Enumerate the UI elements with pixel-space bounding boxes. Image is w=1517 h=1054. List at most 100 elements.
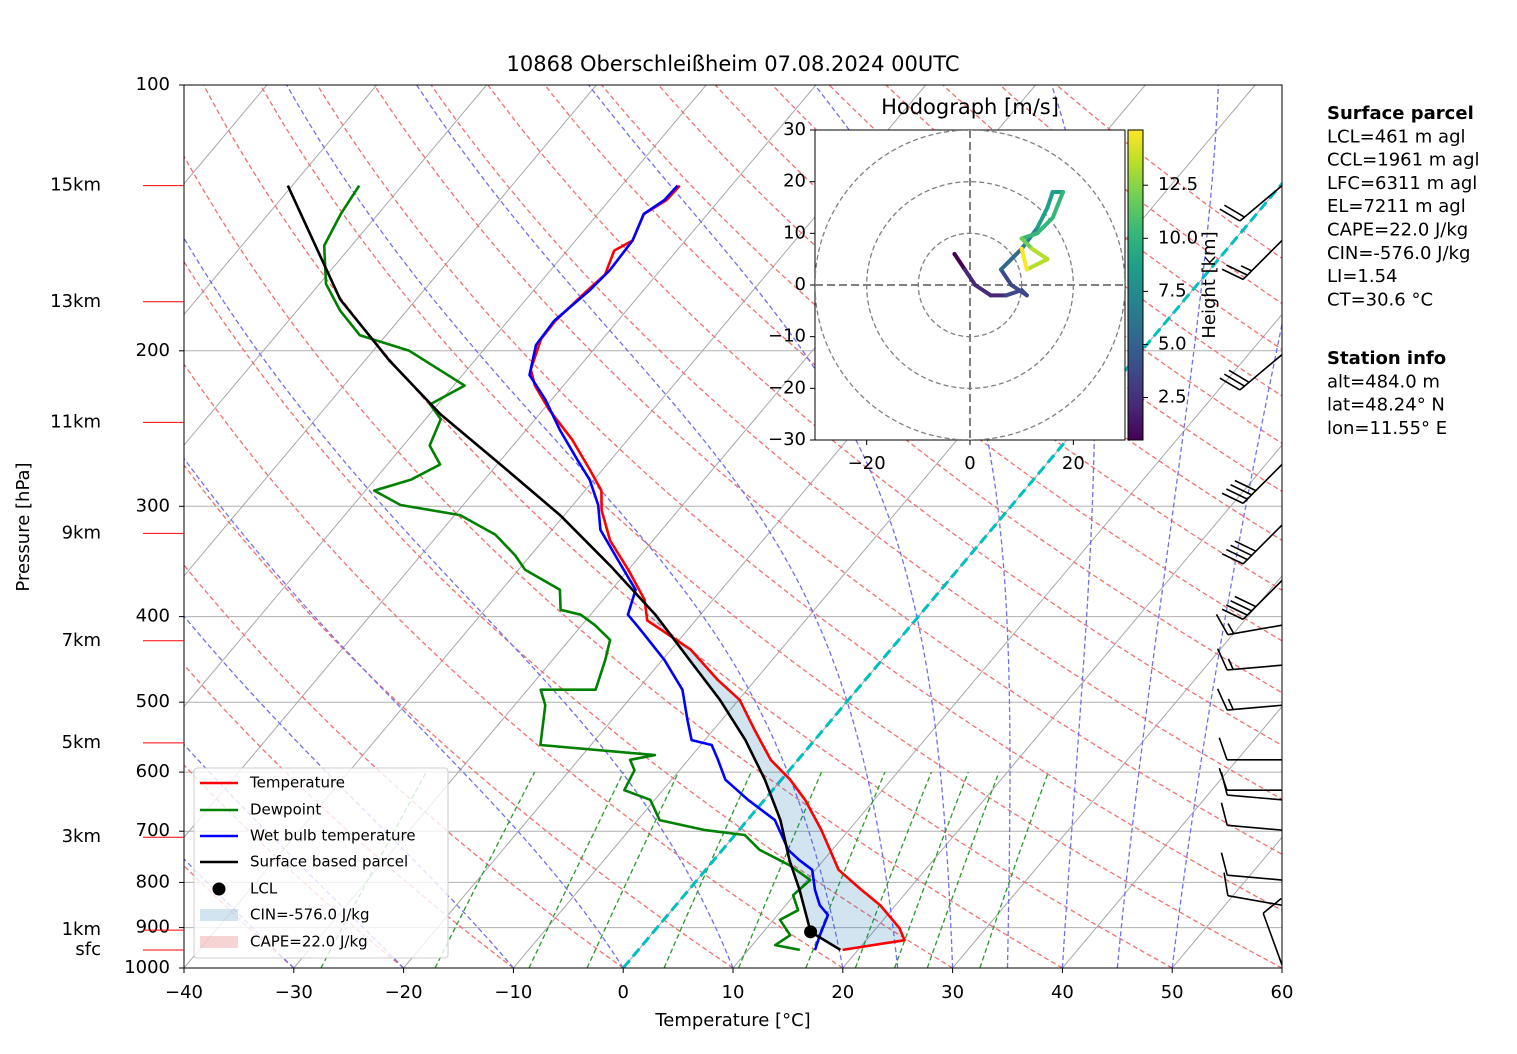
x-tick-label: 30 (941, 982, 964, 1003)
hodograph-segment (1030, 246, 1050, 262)
wind-barb (1220, 772, 1283, 801)
height-label: 5km (62, 732, 101, 753)
y-tick-label: 1000 (124, 957, 170, 978)
mixing-ratio-line (893, 771, 969, 968)
hodograph-segment (999, 267, 1014, 287)
wind-barb (1216, 688, 1283, 711)
info-line: LFC=6311 m agl (1327, 173, 1477, 194)
info-line: CCL=1961 m agl (1327, 150, 1480, 171)
height-label: 15km (50, 175, 101, 196)
isotherm (184, 85, 487, 446)
info-heading: Station info (1327, 348, 1446, 369)
hodograph-segment (1035, 215, 1055, 236)
hodograph-segment (952, 252, 967, 272)
wind-barb (1221, 463, 1283, 505)
x-tick-label: 10 (722, 982, 745, 1003)
moist-adiabat (286, 85, 844, 968)
hodograph-y-tick-label: −10 (768, 326, 806, 347)
hodograph-y-tick-label: 30 (783, 119, 806, 140)
colorbar-tick-label: 12.5 (1158, 174, 1198, 195)
moist-adiabat (184, 237, 734, 968)
colorbar-tick-label: 2.5 (1158, 387, 1187, 408)
dry-adiabat (259, 85, 1282, 968)
colorbar (1127, 129, 1144, 441)
wind-barb (1219, 184, 1283, 222)
colorbar-tick-label: 5.0 (1158, 333, 1187, 354)
plot-area (184, 85, 1282, 968)
info-line: LI=1.54 (1327, 266, 1398, 287)
legend-swatch (200, 936, 238, 948)
info-line: CT=30.6 °C (1327, 289, 1433, 310)
info-line: lon=11.55° E (1327, 418, 1447, 439)
hodograph-segment (973, 283, 993, 298)
height-label: sfc (75, 939, 101, 960)
dry-adiabat (184, 155, 1063, 968)
legend-label: LCL (250, 880, 278, 898)
info-line: lat=48.24° N (1327, 395, 1445, 416)
wind-barb (1219, 354, 1283, 391)
y-tick-label: 400 (136, 606, 170, 627)
x-tick-label: 60 (1271, 982, 1294, 1003)
profile-line (286, 185, 842, 952)
hodograph-y-tick-label: 20 (783, 171, 806, 192)
hodograph-plot (815, 130, 1125, 440)
hodograph-segment (1035, 205, 1050, 231)
moist-adiabat (184, 457, 624, 968)
wind-barb (1220, 802, 1283, 831)
hodograph-segment (1019, 231, 1040, 241)
colorbar-label: Height [km] (1199, 231, 1220, 338)
wind-barb (1221, 239, 1283, 281)
wind-barb (1218, 737, 1282, 761)
x-axis-label: Temperature [°C] (654, 1010, 810, 1031)
hodograph-segment (1019, 246, 1029, 272)
wind-barb (1220, 852, 1283, 881)
x-tick-label: −40 (165, 982, 203, 1003)
isotherm (732, 313, 1282, 968)
info-line: EL=7211 m agl (1327, 196, 1466, 217)
hodograph-title: Hodograph [m/s] (881, 95, 1059, 119)
y-tick-label: 700 (136, 820, 170, 841)
y-tick-label: 900 (136, 917, 170, 938)
y-tick-label: 500 (136, 691, 170, 712)
colorbar-tick-label: 7.5 (1158, 280, 1187, 301)
dry-adiabat (373, 85, 1282, 855)
info-line: LCL=461 m agl (1327, 126, 1466, 147)
y-axis-label: Pressure [hPa] (13, 462, 34, 591)
hodograph-segment (1045, 190, 1055, 210)
mixing-ratio-line (854, 771, 933, 968)
hodograph-y-tick-label: −20 (768, 377, 806, 398)
legend-swatch (212, 882, 226, 896)
chart-title: 10868 Oberschleißheim 07.08.2024 00UTC (507, 52, 960, 76)
dry-adiabat (544, 85, 1282, 694)
wind-barb (1221, 579, 1283, 621)
hodograph-frame (814, 129, 1126, 441)
height-label: 13km (50, 291, 101, 312)
x-tick-label: −20 (385, 982, 423, 1003)
info-line: alt=484.0 m (1327, 371, 1440, 392)
isotherm (184, 85, 597, 577)
hodograph-segment (1009, 283, 1029, 298)
y-tick-label: 600 (136, 761, 170, 782)
legend-label: CAPE=22.0 J/kg (250, 933, 368, 951)
legend-label: CIN=-576.0 J/kg (250, 906, 370, 924)
height-label: 3km (62, 826, 101, 847)
hodograph-segment (1009, 246, 1024, 262)
height-label: 9km (62, 522, 101, 543)
height-label: 7km (62, 630, 101, 651)
legend-label: Wet bulb temperature (250, 827, 416, 845)
colorbar-tick-label: 10.0 (1158, 227, 1198, 248)
mixing-ratio-line (586, 771, 680, 968)
wind-barb (1216, 648, 1283, 671)
y-tick-label: 300 (136, 495, 170, 516)
hodograph-x-tick-label: 0 (964, 453, 975, 474)
hodograph-x-tick-label: 20 (1062, 453, 1085, 474)
moist-adiabat (416, 85, 899, 968)
isotherm (1062, 705, 1282, 968)
info-line: CAPE=22.0 J/kg (1327, 220, 1468, 241)
info-line: CIN=-576.0 J/kg (1327, 243, 1470, 264)
hodograph-segment (962, 267, 978, 287)
mixing-ratio-line (926, 771, 1000, 968)
wind-barb (1215, 613, 1283, 636)
